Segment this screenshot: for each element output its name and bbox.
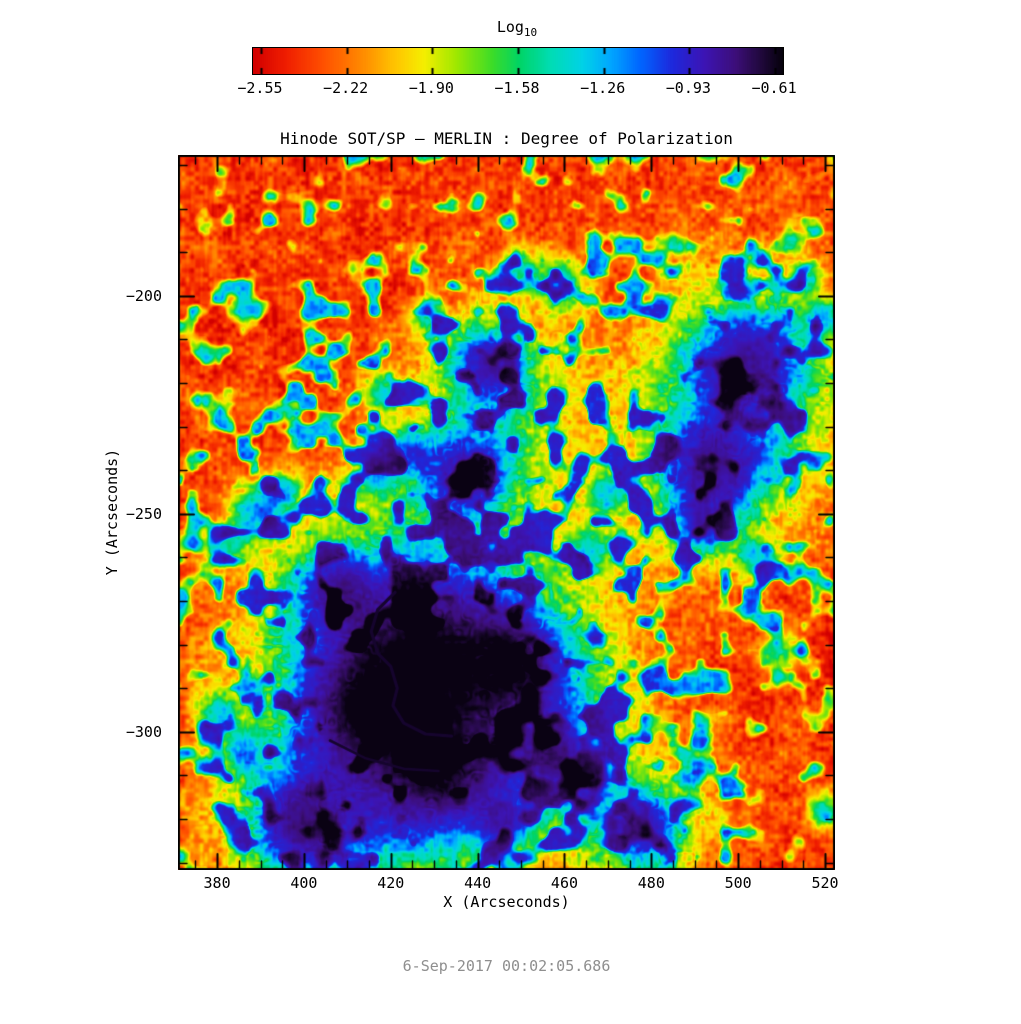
y-tick-label: −200 xyxy=(125,286,162,305)
x-tick-label: 500 xyxy=(724,874,752,892)
x-axis-label: X (Arcseconds) xyxy=(443,893,570,911)
y-tick-label: −250 xyxy=(125,504,162,523)
colorbar-tick-label: −2.22 xyxy=(323,79,369,97)
y-tick-labels: −200 −250 −300 xyxy=(0,155,170,870)
y-axis-label: Y (Arcseconds) xyxy=(103,448,121,576)
y-tick-label: −300 xyxy=(125,722,162,741)
colorbar-title-subscript: 10 xyxy=(523,26,538,39)
x-tick-label: 460 xyxy=(550,874,579,892)
x-tick-label: 400 xyxy=(290,874,318,892)
colorbar-tick-label: −1.26 xyxy=(580,79,626,97)
colorbar-canvas xyxy=(252,47,784,75)
colorbar-tick-label: −1.58 xyxy=(494,79,540,97)
colorbar-tick-label: −2.55 xyxy=(237,79,283,97)
colorbar-tick-label: −0.93 xyxy=(665,79,711,97)
x-tick-label: 420 xyxy=(377,874,405,892)
colorbar-tick-labels: −2.55 −2.22 −1.90 −1.58 −1.26 −0.93 −0.61 xyxy=(237,79,796,97)
x-tick-labels: 380 400 420 440 460 480 500 520 xyxy=(178,874,839,892)
x-tick-label: 520 xyxy=(811,874,839,892)
x-tick-label: 480 xyxy=(637,874,665,892)
colorbar-tick-label: −0.61 xyxy=(751,79,797,97)
colorbar-tick-label: −1.90 xyxy=(408,79,454,97)
plot-title: Hinode SOT/SP – MERLIN : Degree of Polar… xyxy=(280,129,733,148)
x-tick-label: 380 xyxy=(203,874,231,892)
x-tick-label: 440 xyxy=(464,874,492,892)
timestamp: 6-Sep-2017 00:02:05.686 xyxy=(402,957,611,975)
colorbar-title-text: Log xyxy=(496,18,524,36)
heatmap-canvas xyxy=(178,155,835,870)
colorbar-title: Log10 xyxy=(252,18,782,39)
